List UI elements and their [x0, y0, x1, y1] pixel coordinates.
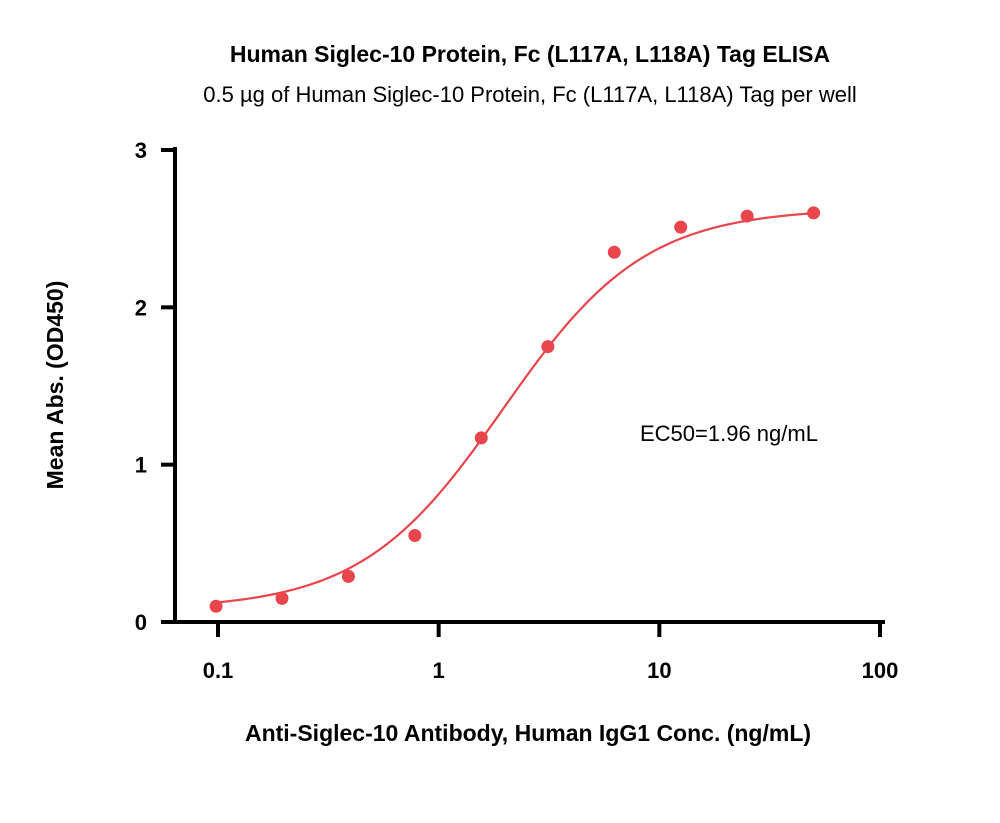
data-points [209, 206, 821, 613]
chart-title: Human Siglec-10 Protein, Fc (L117A, L118… [230, 41, 830, 67]
data-point [807, 206, 821, 220]
y-ticks: 0 1 2 3 [135, 138, 175, 635]
y-tick-label: 1 [135, 453, 147, 478]
y-tick-label: 2 [135, 295, 147, 320]
data-point [607, 245, 621, 259]
y-tick-label: 0 [135, 610, 147, 635]
y-tick-label: 3 [135, 138, 147, 163]
data-point [674, 220, 688, 234]
ec50-annotation: EC50=1.96 ng/mL [640, 421, 818, 446]
x-axis-label: Anti-Siglec-10 Antibody, Human IgG1 Conc… [245, 720, 811, 746]
x-tick-label: 100 [862, 658, 899, 683]
data-point [740, 209, 754, 223]
data-point [341, 569, 355, 583]
fit-curve [215, 212, 814, 604]
x-tick-label: 10 [647, 658, 671, 683]
x-tick-label: 0.1 [203, 658, 234, 683]
data-point [541, 340, 555, 354]
chart-subtitle: 0.5 µg of Human Siglec-10 Protein, Fc (L… [203, 82, 856, 107]
x-ticks: 0.1 1 10 100 [203, 622, 899, 683]
data-point [209, 599, 223, 613]
y-axis-label: Mean Abs. (OD450) [42, 281, 68, 490]
data-point [275, 591, 289, 605]
x-tick-label: 1 [433, 658, 445, 683]
data-point [474, 431, 488, 445]
data-point [408, 528, 422, 542]
